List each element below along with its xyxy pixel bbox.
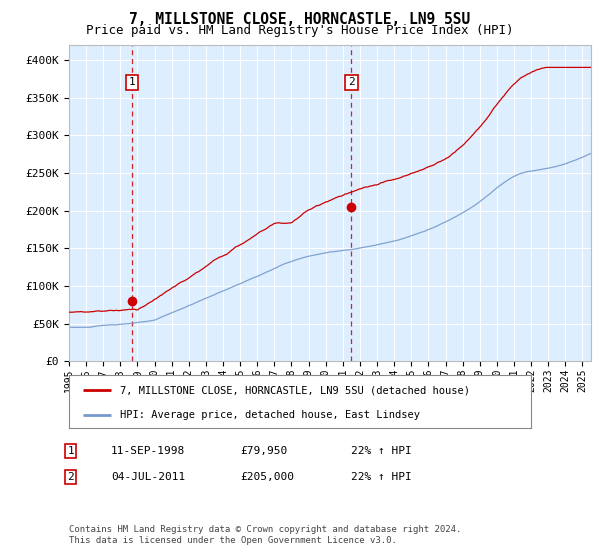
Text: 2: 2 [348,77,355,87]
Text: 22% ↑ HPI: 22% ↑ HPI [351,472,412,482]
Text: 2: 2 [67,472,74,482]
Text: £79,950: £79,950 [240,446,287,456]
Text: 1: 1 [129,77,136,87]
Text: 22% ↑ HPI: 22% ↑ HPI [351,446,412,456]
Text: £205,000: £205,000 [240,472,294,482]
Text: Contains HM Land Registry data © Crown copyright and database right 2024.
This d: Contains HM Land Registry data © Crown c… [69,525,461,545]
Text: 7, MILLSTONE CLOSE, HORNCASTLE, LN9 5SU (detached house): 7, MILLSTONE CLOSE, HORNCASTLE, LN9 5SU … [120,385,470,395]
Text: HPI: Average price, detached house, East Lindsey: HPI: Average price, detached house, East… [120,410,420,420]
Text: Price paid vs. HM Land Registry's House Price Index (HPI): Price paid vs. HM Land Registry's House … [86,24,514,37]
Text: 1: 1 [67,446,74,456]
Text: 11-SEP-1998: 11-SEP-1998 [111,446,185,456]
Text: 7, MILLSTONE CLOSE, HORNCASTLE, LN9 5SU: 7, MILLSTONE CLOSE, HORNCASTLE, LN9 5SU [130,12,470,27]
Text: 04-JUL-2011: 04-JUL-2011 [111,472,185,482]
